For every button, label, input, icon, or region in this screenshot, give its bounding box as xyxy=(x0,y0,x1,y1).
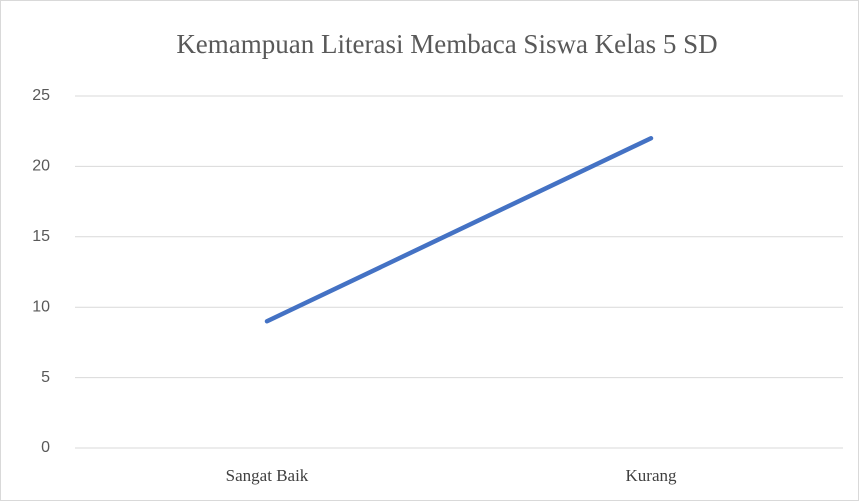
chart-title: Kemampuan Literasi Membaca Siswa Kelas 5… xyxy=(176,29,717,59)
x-tick-label: Sangat Baik xyxy=(226,466,309,485)
y-tick-label: 25 xyxy=(32,87,50,104)
line-series xyxy=(264,135,654,324)
y-tick-label: 0 xyxy=(41,439,50,456)
x-tick-label: Kurang xyxy=(626,466,677,485)
y-tick-label: 5 xyxy=(41,369,50,386)
y-tick-label: 20 xyxy=(32,158,50,175)
y-tick-label: 10 xyxy=(32,298,50,315)
y-tick-label: 15 xyxy=(32,228,50,245)
